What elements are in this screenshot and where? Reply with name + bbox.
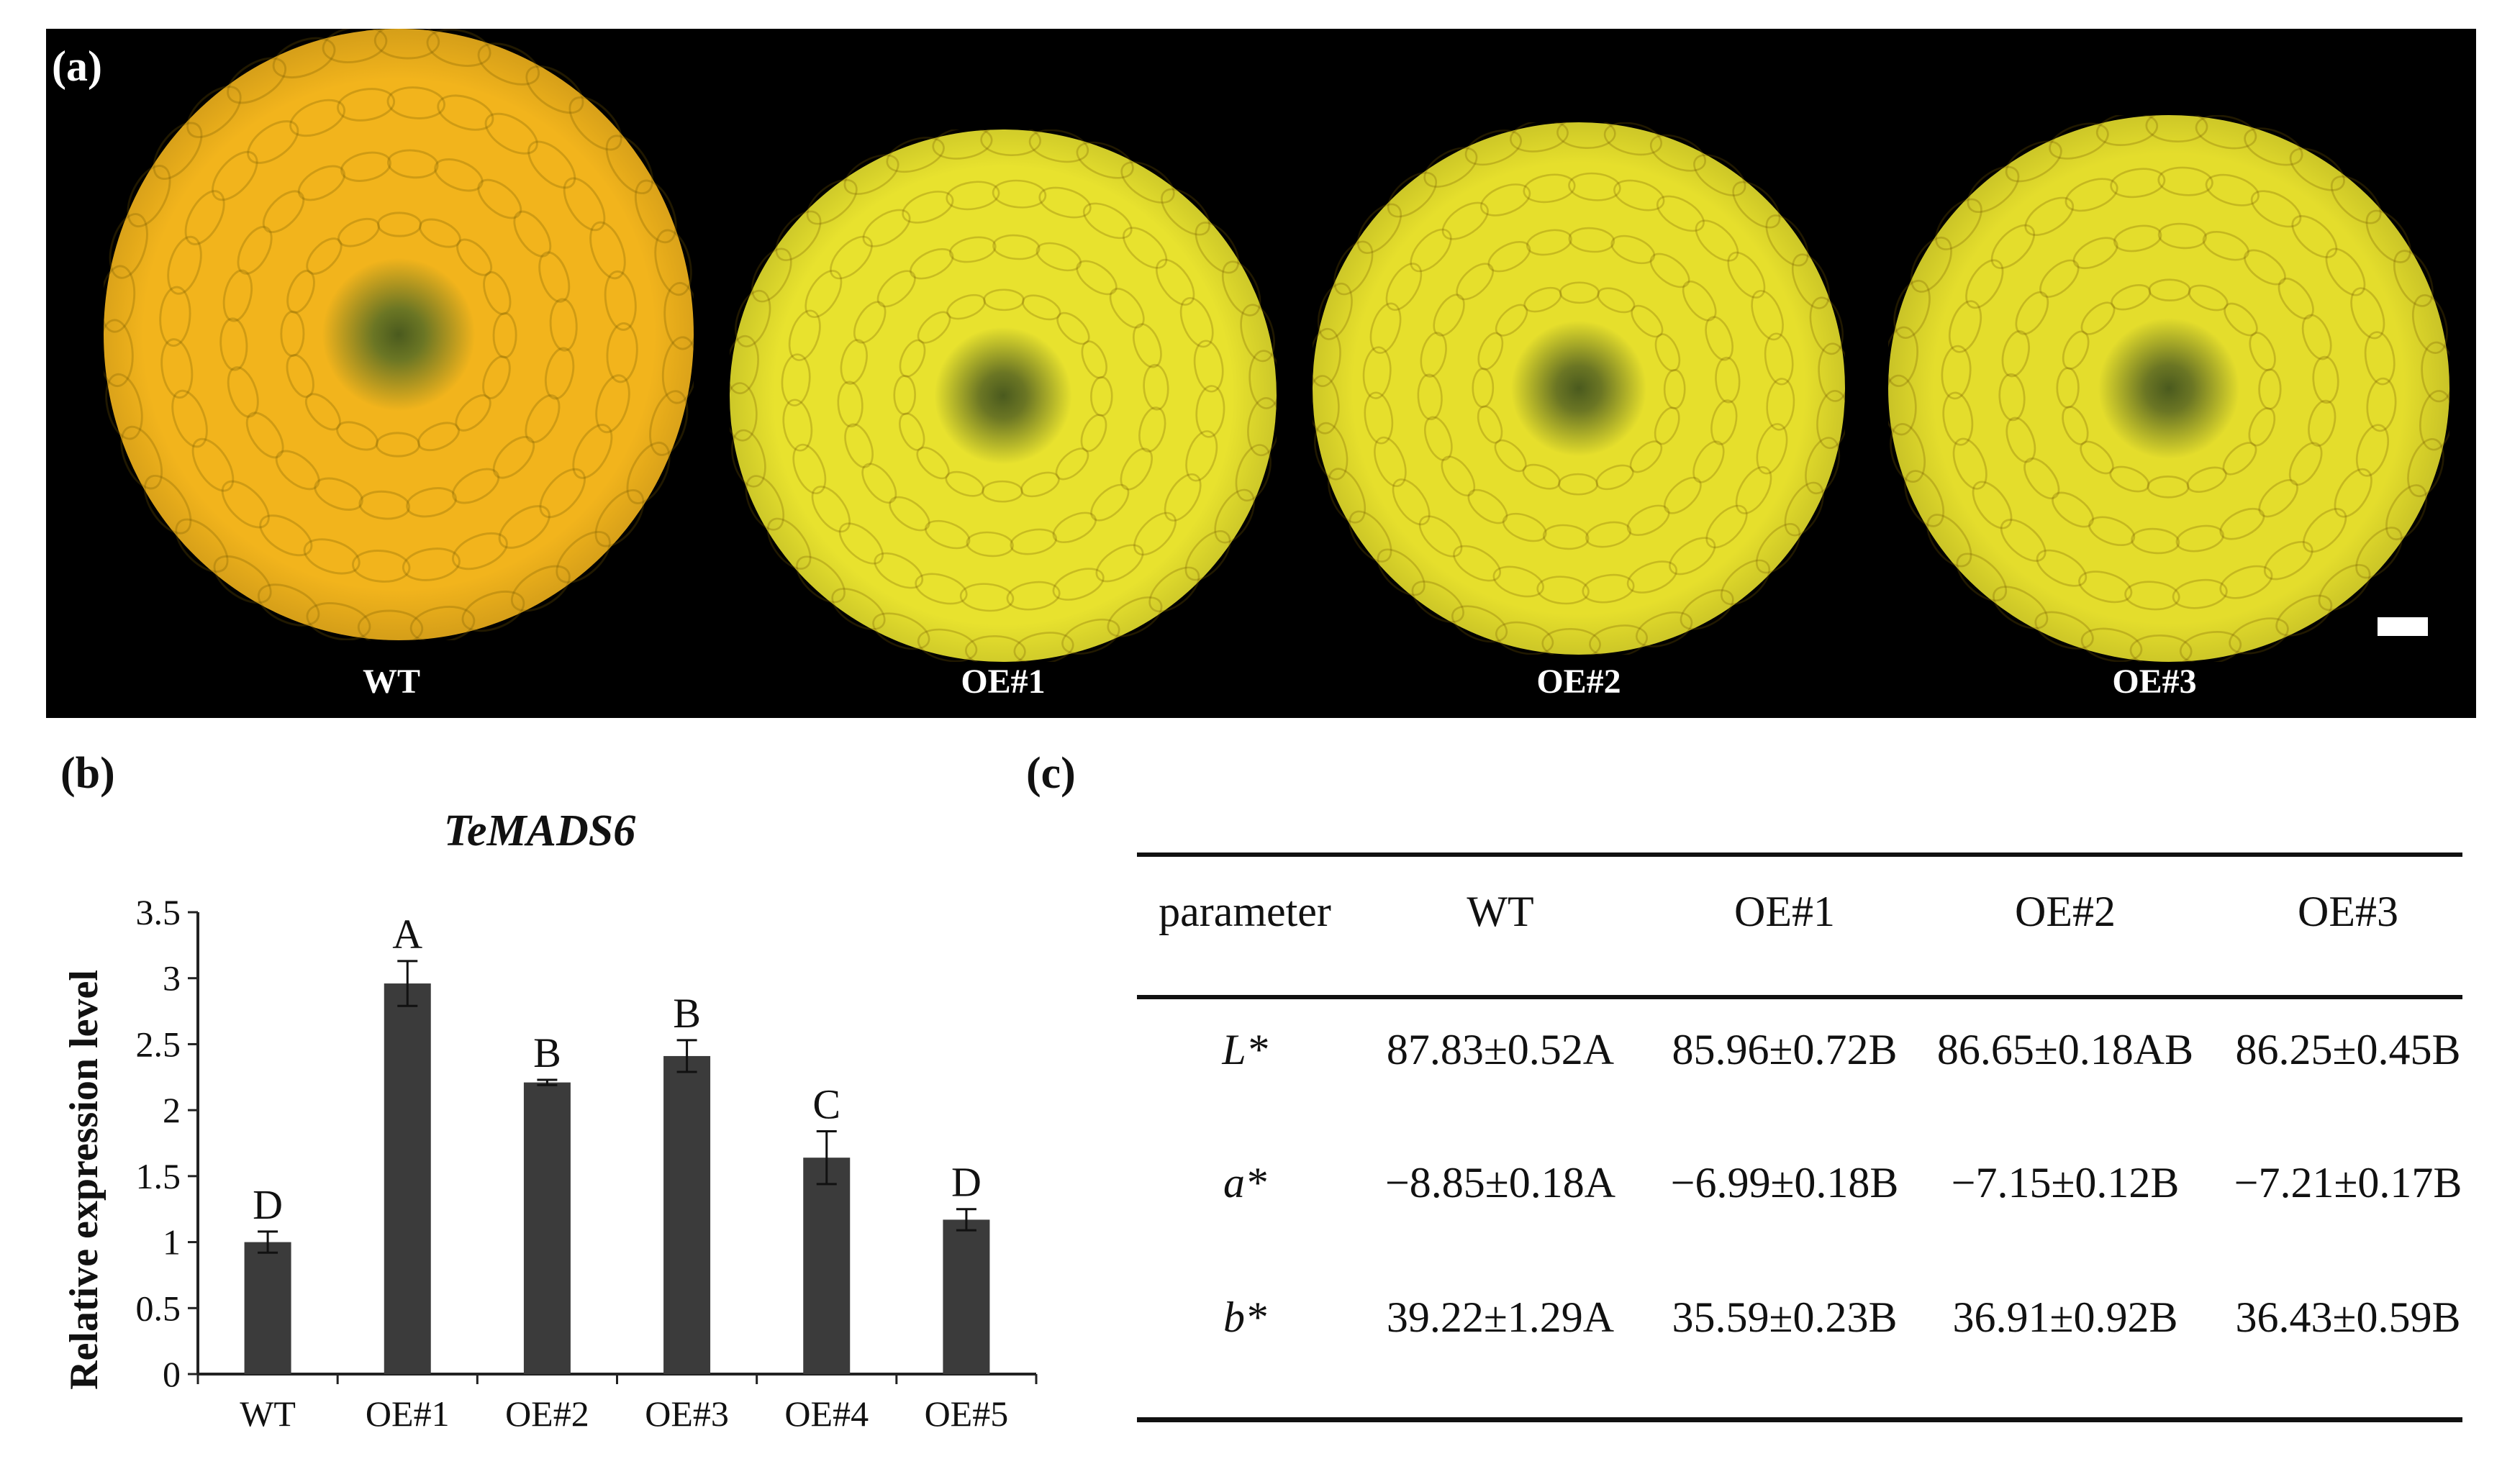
x-tick-label: WT xyxy=(240,1393,296,1434)
chart-axes: 0 0.5 1 1.5 2 2.5 3 3.5 WT OE#1 OE#2 OE#3 OE#4 OE#5 xyxy=(136,892,1038,1434)
table-cell: −6.99±0.18B xyxy=(1670,1159,1899,1206)
flower-photo-panel: (a) WT OE#1 OE#2 OE#3 xyxy=(46,29,2476,718)
x-tick-label: OE#1 xyxy=(366,1393,450,1434)
table-cell: 86.65±0.18AB xyxy=(1936,1026,2194,1073)
panel-c-letter: (c) xyxy=(1026,749,1076,798)
x-tick-label: OE#2 xyxy=(505,1393,589,1434)
petal-texture xyxy=(1313,122,1845,655)
table-cell: −7.15±0.12B xyxy=(1951,1159,2180,1206)
bar xyxy=(663,1055,711,1374)
flower-label-wt: WT xyxy=(362,663,421,701)
table-top-rule xyxy=(1137,853,2462,857)
table-header-parameter: parameter xyxy=(1159,888,1331,935)
significance-letter: D xyxy=(951,1159,982,1206)
panel-a-letter: (a) xyxy=(52,42,102,90)
scale-bar xyxy=(2378,617,2428,636)
significance-letter: C xyxy=(812,1081,840,1127)
table-cell: 36.91±0.92B xyxy=(1952,1293,2178,1341)
table-header-rule xyxy=(1137,995,2462,999)
bar xyxy=(244,1242,291,1374)
table-header-oe2: OE#2 xyxy=(2015,888,2116,935)
panel-b-letter: (b) xyxy=(60,749,115,798)
bar xyxy=(803,1158,851,1374)
wt-flower-image xyxy=(104,29,694,640)
x-tick-label: OE#3 xyxy=(645,1393,729,1434)
y-tick-label: 1 xyxy=(163,1222,181,1263)
significance-letter: B xyxy=(533,1029,561,1076)
table-header-wt: WT xyxy=(1467,888,1534,935)
table-cell: −7.21±0.17B xyxy=(2234,1159,2462,1206)
table-cell: 35.59±0.23B xyxy=(1672,1293,1898,1341)
petal-texture xyxy=(104,29,694,640)
table-param-l: L* xyxy=(1222,1026,1268,1073)
petal-texture xyxy=(730,129,1277,662)
significance-letter: A xyxy=(392,911,422,958)
oe1-flower-image xyxy=(730,129,1277,662)
table-bottom-rule xyxy=(1137,1417,2462,1422)
table-cell: 36.43±0.59B xyxy=(2235,1293,2461,1341)
y-tick-label: 3.5 xyxy=(136,892,181,932)
oe2-flower-image xyxy=(1313,122,1845,655)
chart-title: TeMADS6 xyxy=(444,806,635,855)
y-tick-label: 3 xyxy=(163,958,181,999)
significance-letter: D xyxy=(253,1181,283,1228)
x-tick-label: OE#5 xyxy=(925,1393,1009,1434)
table-header-oe3: OE#3 xyxy=(2298,888,2398,935)
chart-bars: D A B B C D xyxy=(244,911,990,1374)
y-axis-label: Relative expression level xyxy=(62,970,106,1390)
y-tick-label: 0.5 xyxy=(136,1288,181,1328)
chart-svg: TeMADS6 Relative expression level 0 0.5 1 1… xyxy=(62,806,1038,1434)
bar xyxy=(384,983,431,1374)
flower-label-oe2: OE#2 xyxy=(1536,663,1621,701)
x-tick-label: OE#4 xyxy=(784,1393,869,1434)
y-tick-label: 0 xyxy=(163,1354,181,1394)
bar xyxy=(943,1219,990,1374)
table-param-a: a* xyxy=(1223,1159,1266,1206)
table-header-oe1: OE#1 xyxy=(1734,888,1835,935)
table-cell: −8.85±0.18A xyxy=(1384,1159,1616,1206)
table-cell: 87.83±0.52A xyxy=(1386,1026,1615,1073)
y-tick-label: 1.5 xyxy=(136,1156,181,1196)
flower-label-oe3: OE#3 xyxy=(2112,663,2197,701)
y-tick-label: 2 xyxy=(163,1090,181,1130)
oe3-flower-image xyxy=(1888,115,2449,662)
flower-label-oe1: OE#1 xyxy=(961,663,1046,701)
bar xyxy=(523,1082,571,1374)
table-cell: 85.96±0.72B xyxy=(1672,1026,1898,1073)
petal-texture xyxy=(1888,115,2449,662)
y-tick-label: 2.5 xyxy=(136,1024,181,1064)
significance-letter: B xyxy=(673,990,701,1037)
table-cell: 86.25±0.45B xyxy=(2235,1026,2461,1073)
table-param-b: b* xyxy=(1223,1293,1266,1341)
expression-bar-chart: TeMADS6 Relative expression level 0 0.5 1 1… xyxy=(0,763,1065,1460)
table-cell: 39.22±1.29A xyxy=(1386,1293,1615,1341)
